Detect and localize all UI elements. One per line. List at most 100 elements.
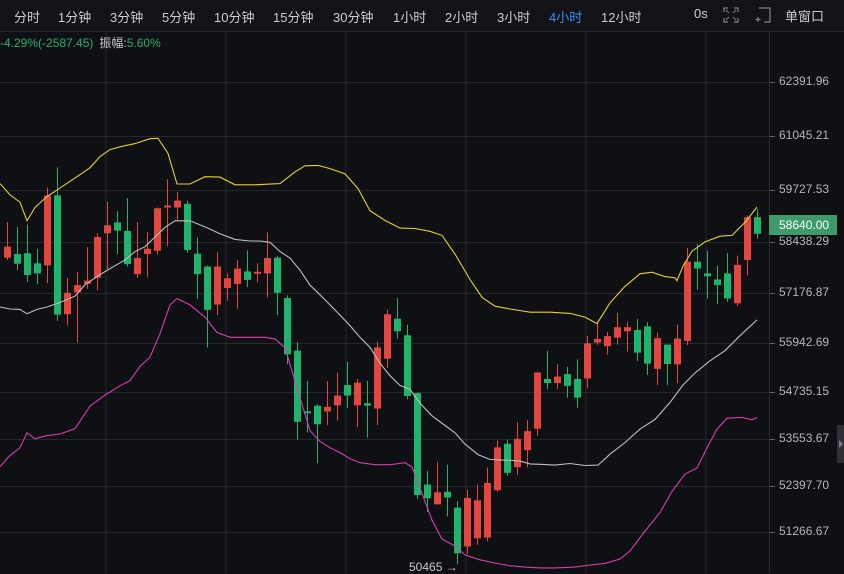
low-price-marker: 50465 → — [409, 560, 458, 574]
price-axis-label: 58438.29 — [779, 233, 830, 248]
axis-collapse-handle[interactable] — [837, 425, 844, 463]
candle-body — [244, 271, 251, 280]
candle-body — [354, 382, 361, 406]
tab-interval-9[interactable]: 3小时 — [497, 10, 531, 25]
tab-interval-3[interactable]: 5分钟 — [162, 10, 196, 25]
candle-body — [564, 374, 571, 386]
candle-body — [584, 343, 591, 379]
candle-body — [324, 406, 331, 412]
candle-body — [554, 376, 561, 384]
candle-body — [644, 326, 651, 364]
candle-body — [414, 393, 421, 496]
candle-body — [184, 203, 191, 250]
candle-body — [404, 335, 411, 396]
candle-body — [734, 264, 741, 304]
candle-body — [724, 273, 731, 299]
tab-interval-2[interactable]: 3分钟 — [110, 10, 144, 25]
candle-body — [144, 248, 151, 254]
candle-body — [44, 195, 51, 266]
candle-body — [454, 507, 461, 554]
window-mode-button[interactable]: 单窗口 — [785, 9, 825, 24]
candle-body — [684, 261, 691, 341]
tab-interval-0[interactable]: 分时 — [14, 10, 41, 25]
price-axis-label: 54735.15 — [779, 383, 830, 398]
candle-body — [314, 405, 321, 425]
candle-body — [504, 443, 511, 473]
fullscreen-icon[interactable] — [723, 7, 739, 23]
candle-body — [274, 257, 281, 293]
candle-body — [284, 298, 291, 355]
candle-body — [424, 484, 431, 499]
candle-body — [494, 447, 501, 491]
candle-body — [574, 378, 581, 398]
candlestick-chart[interactable] — [0, 32, 844, 573]
bollinger-middle-line — [0, 220, 758, 467]
candle-body — [164, 205, 171, 208]
candle-body — [754, 217, 761, 234]
candle-body — [614, 327, 621, 338]
price-change: -4.29%(-2587.45) — [0, 36, 94, 50]
candle-body — [664, 344, 671, 365]
candle-body — [234, 268, 241, 284]
tab-interval-1[interactable]: 1分钟 — [58, 10, 92, 25]
price-axis-label: 59727.53 — [779, 181, 830, 196]
tab-interval-8[interactable]: 2小时 — [445, 10, 479, 25]
candle-body — [654, 338, 661, 369]
add-window-icon[interactable] — [755, 7, 771, 23]
tab-interval-11[interactable]: 12小时 — [601, 10, 642, 25]
candle-body — [474, 500, 481, 539]
candle-body — [94, 236, 101, 278]
candle-body — [364, 403, 371, 406]
candle-body — [174, 200, 181, 208]
candle-body — [394, 318, 401, 332]
price-axis-label: 57176.87 — [779, 284, 830, 299]
candle-body — [544, 378, 551, 384]
candle-body — [594, 338, 601, 343]
candle-body — [744, 217, 751, 261]
candle-body — [14, 253, 21, 264]
candle-body — [64, 292, 71, 315]
candle-body — [514, 438, 521, 468]
candle-body — [304, 411, 311, 414]
candle-body — [384, 314, 391, 359]
candle-body — [54, 195, 61, 315]
price-axis-label: 61045.21 — [779, 128, 830, 143]
change-info: -4.29%(-2587.45) 振幅:5.60% — [0, 34, 161, 51]
tab-interval-4[interactable]: 10分钟 — [214, 10, 255, 25]
price-axis-label: 52397.70 — [779, 478, 830, 493]
tab-interval-5[interactable]: 15分钟 — [273, 10, 314, 25]
candle-body — [694, 261, 701, 269]
candle-body — [194, 253, 201, 275]
price-axis-label: 62391.96 — [779, 74, 830, 88]
candle-body — [524, 431, 531, 451]
candle-body — [714, 279, 721, 286]
candle-body — [84, 280, 91, 284]
candle-body — [604, 336, 611, 347]
candle-body — [334, 395, 341, 406]
price-axis-label: 53553.67 — [779, 431, 830, 446]
amplitude-value: 5.60% — [126, 36, 161, 50]
candle-body — [204, 266, 211, 310]
candle-body — [214, 266, 221, 305]
current-price-label: 58640.00 — [769, 215, 837, 235]
candle-body — [104, 225, 111, 234]
amplitude-label: 振幅: — [99, 36, 127, 50]
tab-interval-7[interactable]: 1小时 — [393, 10, 427, 25]
candle-body — [224, 278, 231, 288]
interval-toolbar: 分时 1分钟 3分钟 5分钟 10分钟 15分钟 30分钟 1小时 2小时 3小时 4小时 12小时 … — [0, 0, 844, 32]
candle-body — [254, 271, 261, 274]
candle-body — [24, 253, 31, 276]
candle-body — [484, 482, 491, 538]
candle-body — [134, 258, 141, 275]
candle-body — [124, 230, 131, 265]
tab-interval-10[interactable]: 4小时 — [549, 10, 583, 25]
candle-body — [464, 497, 471, 547]
candle-body — [434, 492, 441, 505]
candle-body — [4, 246, 11, 258]
candle-body — [704, 273, 711, 277]
candle-body — [74, 285, 81, 293]
candle-body — [624, 327, 631, 332]
tab-interval-6[interactable]: 30分钟 — [333, 10, 374, 25]
candle-body — [344, 385, 351, 396]
candle-body — [114, 222, 121, 231]
